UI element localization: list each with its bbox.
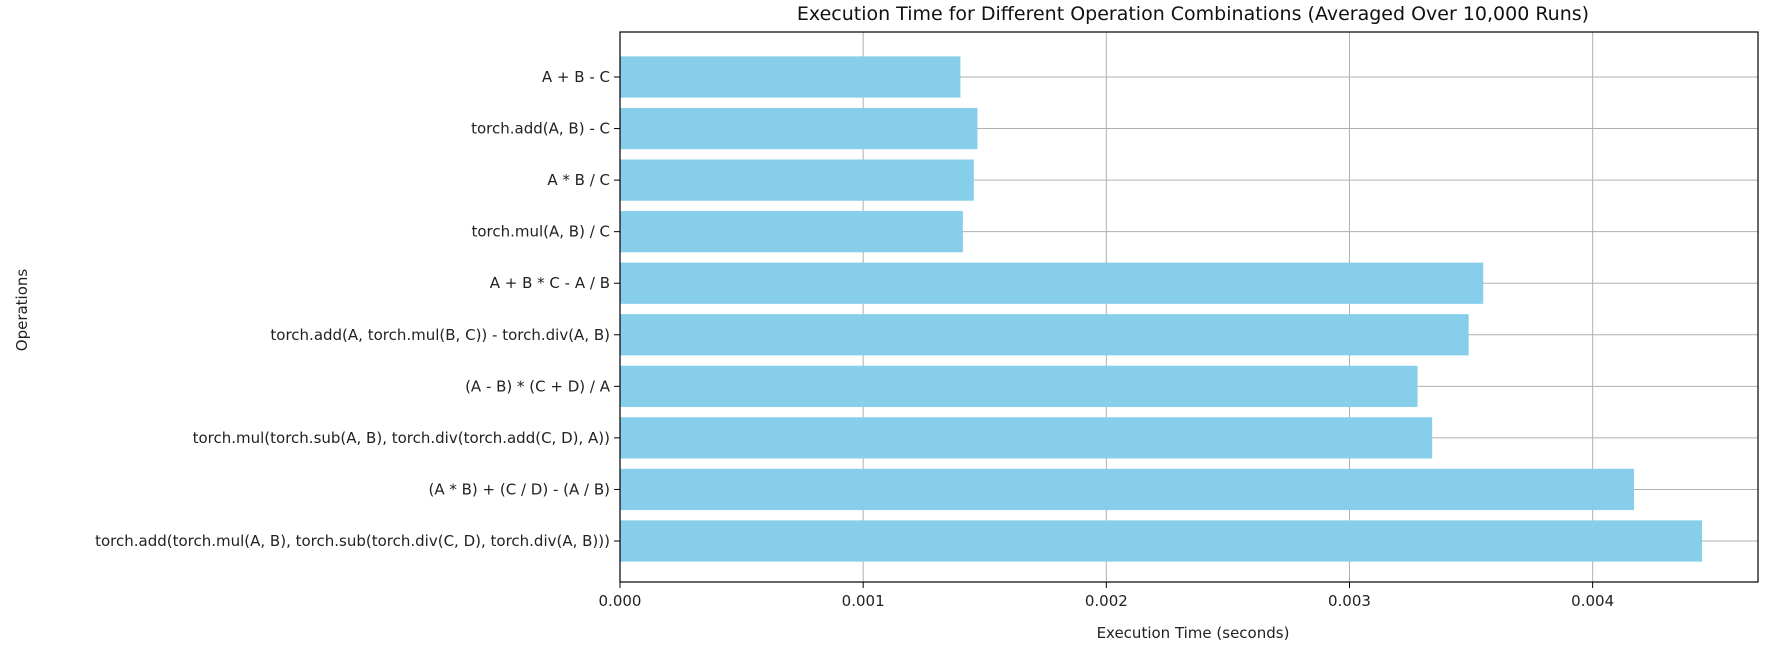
bar: [620, 211, 963, 253]
bar: [620, 365, 1418, 407]
y-tick-label: torch.mul(A, B) / C: [471, 223, 610, 241]
plot-frame: [619, 31, 1759, 583]
chart-title: Execution Time for Different Operation C…: [797, 3, 1589, 25]
y-tick-label: A * B / C: [547, 171, 610, 189]
bar: [620, 314, 1469, 356]
bar: [620, 417, 1433, 459]
bar: [620, 262, 1484, 304]
x-tick-label: 0.004: [1571, 592, 1614, 610]
y-tick-label: torch.add(A, torch.mul(B, C)) - torch.di…: [270, 326, 610, 344]
y-tick-label: torch.add(A, B) - C: [471, 120, 610, 138]
x-tick-label: 0.000: [599, 592, 642, 610]
y-tick-label: torch.mul(torch.sub(A, B), torch.div(tor…: [193, 429, 610, 447]
x-tick-label: 0.002: [1085, 592, 1128, 610]
x-tick-label: 0.003: [1328, 592, 1371, 610]
y-axis-label: Operations: [13, 269, 31, 352]
y-tick-label: A + B - C: [542, 68, 610, 86]
x-tick-label: 0.001: [842, 592, 885, 610]
bar: [620, 107, 978, 150]
bar: [620, 56, 961, 98]
y-tick-label: (A - B) * (C + D) / A: [465, 377, 611, 395]
bars: [620, 56, 1703, 562]
x-axis-label: Execution Time (seconds): [1097, 624, 1290, 642]
x-tick-labels: 0.000 0.001 0.002 0.003 0.004: [599, 582, 1614, 610]
bar: [620, 468, 1634, 511]
y-tick-label: (A * B) + (C / D) - (A / B): [428, 480, 610, 498]
bar: [620, 159, 974, 201]
y-tick-label: A + B * C - A / B: [490, 274, 610, 292]
bar: [620, 520, 1703, 562]
y-tick-labels: A + B - C torch.add(A, B) - C A * B / C tor…: [95, 68, 620, 550]
y-tick-label: torch.add(torch.mul(A, B), torch.sub(tor…: [95, 532, 610, 550]
